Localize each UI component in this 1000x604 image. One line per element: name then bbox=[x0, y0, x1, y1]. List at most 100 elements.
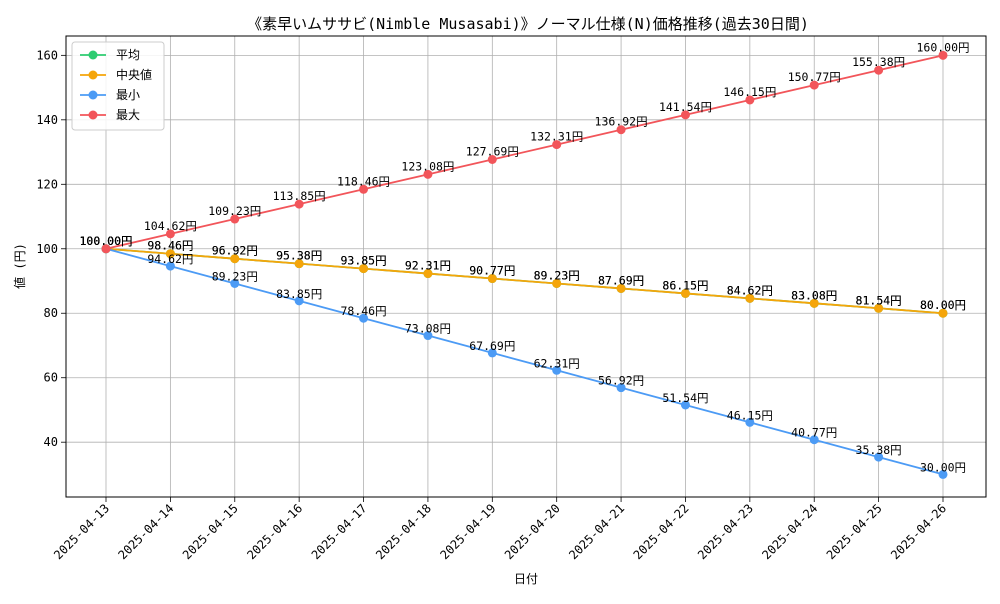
data-point bbox=[745, 95, 755, 105]
data-point bbox=[938, 469, 948, 479]
data-point bbox=[487, 155, 497, 165]
data-label: 51.54円 bbox=[662, 391, 708, 405]
data-label: 86.15円 bbox=[662, 278, 708, 292]
data-point bbox=[165, 229, 175, 239]
chart-title: 《素早いムササビ(Nimble Musasabi)》ノーマル仕様(N)価格推移(… bbox=[247, 15, 809, 33]
data-label: 93.85円 bbox=[340, 254, 386, 268]
data-label: 87.69円 bbox=[598, 273, 644, 287]
y-tick-label: 40 bbox=[44, 435, 58, 449]
data-label: 89.23円 bbox=[534, 268, 580, 282]
data-point bbox=[423, 331, 433, 341]
data-point bbox=[423, 169, 433, 179]
data-label: 96.92円 bbox=[212, 244, 258, 258]
data-label: 123.08円 bbox=[401, 159, 454, 173]
data-label: 141.54円 bbox=[659, 100, 712, 114]
x-tick-label: 2025-04-25 bbox=[824, 501, 885, 562]
series-line bbox=[105, 247, 944, 315]
data-point bbox=[101, 244, 111, 254]
legend-item: 最大 bbox=[80, 108, 140, 122]
data-point bbox=[874, 65, 884, 75]
data-point bbox=[423, 269, 433, 279]
y-tick-label: 120 bbox=[36, 177, 58, 191]
data-label: 92.31円 bbox=[405, 259, 451, 273]
data-point bbox=[165, 249, 175, 259]
data-label: 93.85円 bbox=[340, 254, 386, 268]
data-point bbox=[616, 383, 626, 393]
data-label: 109.23円 bbox=[208, 204, 261, 218]
data-label: 83.08円 bbox=[791, 288, 837, 302]
data-label: 84.62円 bbox=[727, 283, 773, 297]
data-label: 95.38円 bbox=[276, 249, 322, 263]
series-2 bbox=[101, 244, 948, 479]
data-point bbox=[552, 140, 562, 150]
x-tick-label: 2025-04-13 bbox=[51, 501, 112, 562]
data-label: 155.38円 bbox=[852, 55, 905, 69]
legend-marker bbox=[88, 90, 98, 100]
legend-marker bbox=[88, 70, 98, 80]
data-label: 56.92円 bbox=[598, 374, 644, 388]
data-label: 73.08円 bbox=[405, 322, 451, 336]
data-label: 80.00円 bbox=[920, 298, 966, 312]
data-point bbox=[745, 293, 755, 303]
data-label: 78.46円 bbox=[340, 304, 386, 318]
data-point bbox=[359, 184, 369, 194]
data-label: 95.38円 bbox=[276, 249, 322, 263]
x-tick-label: 2025-04-14 bbox=[116, 501, 177, 562]
data-label: 35.38円 bbox=[856, 443, 902, 457]
data-label: 62.31円 bbox=[534, 356, 580, 370]
x-tick-label: 2025-04-15 bbox=[180, 501, 241, 562]
legend-box bbox=[71, 41, 165, 131]
data-point bbox=[294, 259, 304, 269]
data-point bbox=[294, 199, 304, 209]
data-label: 90.77円 bbox=[469, 264, 515, 278]
x-tick-label: 2025-04-22 bbox=[631, 501, 692, 562]
data-label: 83.85円 bbox=[276, 287, 322, 301]
data-label: 132.31円 bbox=[530, 130, 583, 144]
data-label: 98.46円 bbox=[147, 239, 193, 253]
x-tick-label: 2025-04-19 bbox=[437, 501, 498, 562]
grid-layer bbox=[66, 36, 986, 497]
data-point bbox=[680, 110, 690, 120]
data-point bbox=[874, 452, 884, 462]
data-label: 118.46円 bbox=[337, 174, 390, 188]
data-label: 96.92円 bbox=[212, 244, 258, 258]
data-point bbox=[230, 214, 240, 224]
data-label: 90.77円 bbox=[469, 264, 515, 278]
data-label: 127.69円 bbox=[466, 145, 519, 159]
series-line bbox=[105, 247, 944, 476]
x-tick-label: 2025-04-26 bbox=[888, 501, 949, 562]
data-point bbox=[938, 50, 948, 60]
data-label: 89.23円 bbox=[534, 268, 580, 282]
data-label: 146.15円 bbox=[723, 85, 776, 99]
data-point bbox=[616, 125, 626, 135]
legend-marker bbox=[88, 110, 98, 120]
data-point bbox=[680, 288, 690, 298]
legend-label: 中央値 bbox=[116, 67, 152, 82]
data-point bbox=[680, 400, 690, 410]
data-label: 80.00円 bbox=[920, 298, 966, 312]
legend-marker bbox=[88, 50, 98, 60]
series-3 bbox=[101, 50, 948, 254]
data-point bbox=[487, 274, 497, 284]
data-label: 160.00円 bbox=[916, 40, 969, 54]
data-label: 40.77円 bbox=[791, 426, 837, 440]
data-label: 94.62円 bbox=[147, 252, 193, 266]
data-label: 81.54円 bbox=[856, 293, 902, 307]
x-axis-label: 日付 bbox=[514, 572, 538, 586]
x-tick-label: 2025-04-17 bbox=[309, 501, 370, 562]
x-tick-label: 2025-04-24 bbox=[759, 501, 820, 562]
data-label: 67.69円 bbox=[469, 339, 515, 353]
data-point bbox=[230, 278, 240, 288]
plot-frame bbox=[65, 35, 987, 498]
data-label: 87.69円 bbox=[598, 273, 644, 287]
legend-item: 平均 bbox=[80, 48, 140, 62]
legend-label: 最小 bbox=[116, 88, 140, 102]
x-tick-label: 2025-04-20 bbox=[502, 501, 563, 562]
data-label: 81.54円 bbox=[856, 293, 902, 307]
data-label: 100.00円 bbox=[79, 234, 132, 248]
data-point bbox=[616, 283, 626, 293]
data-point bbox=[552, 278, 562, 288]
data-point bbox=[938, 308, 948, 318]
